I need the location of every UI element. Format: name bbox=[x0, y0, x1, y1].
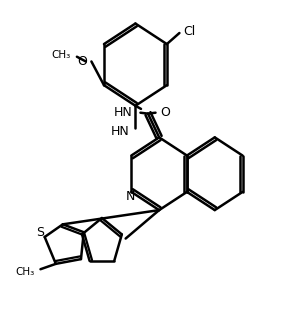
Text: Cl: Cl bbox=[184, 25, 196, 38]
Text: HN: HN bbox=[111, 124, 130, 137]
Text: CH₃: CH₃ bbox=[16, 267, 35, 277]
Text: S: S bbox=[36, 226, 45, 239]
Text: HN: HN bbox=[114, 106, 133, 119]
Text: N: N bbox=[125, 190, 135, 203]
Text: O: O bbox=[160, 106, 170, 119]
Text: O: O bbox=[77, 55, 87, 68]
Text: CH₃: CH₃ bbox=[51, 50, 70, 60]
